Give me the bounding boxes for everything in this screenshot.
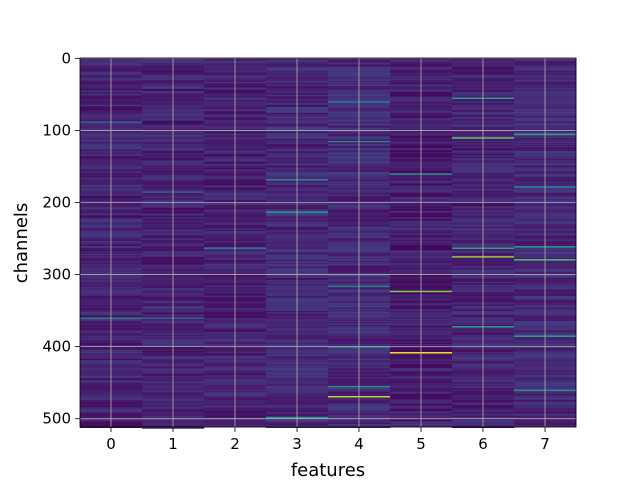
x-axis-label: features xyxy=(291,460,365,480)
y-tick-label: 200 xyxy=(42,194,71,212)
y-tick-label: 0 xyxy=(61,49,71,67)
heatmap-cells xyxy=(80,58,577,429)
x-tick-label: 5 xyxy=(416,435,426,453)
y-tick-label: 400 xyxy=(42,338,71,356)
grid-lines xyxy=(80,57,576,427)
x-tick-label: 4 xyxy=(354,435,364,453)
y-axis-label: channels xyxy=(11,203,32,284)
x-tick-label: 0 xyxy=(106,435,116,453)
x-tick-label: 6 xyxy=(478,435,488,453)
x-tick-label: 7 xyxy=(540,435,550,453)
x-axis: 0 1 2 3 4 5 6 7 xyxy=(106,427,550,453)
x-tick-label: 1 xyxy=(168,435,178,453)
x-tick-label: 2 xyxy=(230,435,240,453)
y-tick-label: 300 xyxy=(42,266,71,284)
y-axis: 0 100 200 300 400 500 xyxy=(42,49,80,428)
y-tick-label: 500 xyxy=(42,410,71,428)
plot-frame xyxy=(79,57,577,428)
y-tick-label: 100 xyxy=(42,121,71,139)
x-tick-label: 3 xyxy=(292,435,302,453)
